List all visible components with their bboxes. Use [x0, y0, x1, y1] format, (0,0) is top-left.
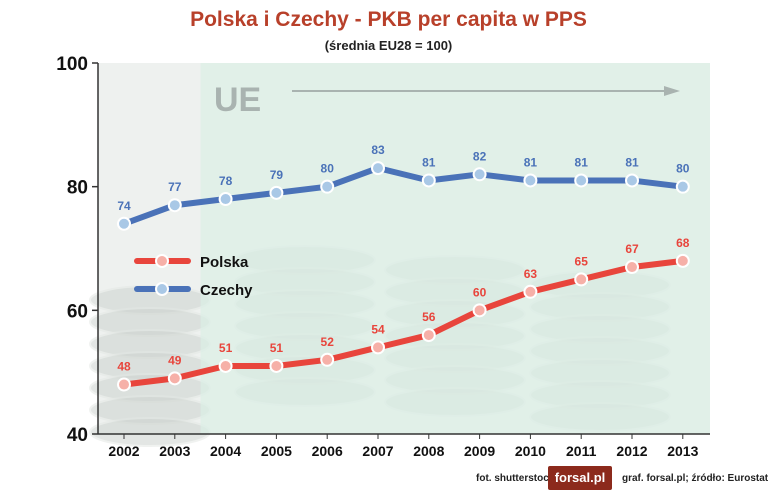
data-label: 78	[219, 174, 233, 188]
data-label: 81	[524, 155, 538, 169]
data-point	[421, 173, 436, 188]
series-line-czechy	[121, 165, 686, 227]
x-tick-label: 2005	[261, 443, 292, 459]
data-label: 67	[625, 242, 639, 256]
data-point	[371, 340, 385, 355]
data-label: 54	[371, 322, 385, 336]
axes-layer: 40 60 80 100 2002 2003 2004 2005 2006 2007 2008 200…	[56, 54, 710, 459]
x-tick-label: 2004	[210, 443, 241, 459]
legend-label: Czechy	[200, 282, 253, 299]
legend-swatch-marker	[155, 254, 169, 268]
x-tick-label: 2003	[159, 443, 190, 459]
data-label: 74	[117, 199, 131, 213]
source-note: graf. forsal.pl; źródło: Eurostat	[622, 473, 769, 484]
data-point	[472, 303, 487, 318]
data-label: 49	[168, 353, 182, 367]
legend-layer: Polska Czechy	[134, 254, 253, 299]
x-tick-label: 2009	[464, 443, 495, 459]
data-label: 82	[473, 149, 487, 163]
data-label: 51	[270, 341, 284, 355]
data-label: 77	[168, 180, 182, 194]
data-label: 83	[371, 143, 385, 157]
eu-arrow-head	[664, 86, 680, 96]
x-tick-label: 2013	[667, 443, 698, 459]
data-point	[117, 216, 131, 231]
data-point	[421, 328, 436, 343]
data-label: 65	[575, 254, 589, 268]
x-tick-label: 2010	[515, 443, 546, 459]
legend-label: Polska	[200, 254, 249, 271]
data-point	[523, 284, 538, 299]
legend-swatch-marker	[155, 282, 169, 296]
data-point	[167, 371, 182, 386]
series-layer	[117, 161, 690, 392]
data-label: 56	[422, 310, 436, 324]
photo-credit: fot. shutterstock	[476, 473, 555, 484]
forsal-logo[interactable]: forsal.pl	[548, 466, 612, 490]
y-tick-label: 40	[67, 425, 88, 446]
data-point	[269, 358, 284, 373]
y-tick-label: 60	[67, 301, 88, 322]
data-label: 48	[117, 360, 131, 374]
y-tick-label: 100	[56, 54, 88, 75]
x-tick-label: 2008	[413, 443, 444, 459]
data-point	[574, 173, 589, 188]
coin-stack-shape	[89, 417, 211, 447]
data-point	[320, 352, 335, 367]
data-point	[269, 185, 284, 200]
data-point	[675, 179, 690, 194]
chart-title: Polska i Czechy - PKB per capita w PPS	[190, 8, 587, 31]
data-label: 79	[270, 168, 284, 182]
data-label: 81	[575, 155, 589, 169]
background-layer: UE	[89, 63, 710, 447]
labels-layer: 48 49 51 51 52 54 56 60 63 65 67 68 74 77 78 79 80 83 81 82…	[117, 143, 689, 373]
data-point	[320, 179, 335, 194]
data-label: 80	[321, 162, 335, 176]
data-point	[167, 198, 182, 213]
data-point	[371, 161, 385, 176]
data-point	[117, 377, 131, 392]
data-point	[625, 260, 639, 275]
x-tick-label: 2011	[566, 443, 597, 459]
data-label: 81	[422, 155, 436, 169]
chart-subtitle: (średnia EU28 = 100)	[324, 38, 453, 53]
data-label: 68	[676, 236, 690, 250]
eu-label: UE	[214, 81, 261, 119]
data-point	[574, 272, 589, 287]
x-tick-label: 2007	[362, 443, 393, 459]
y-tick-label: 80	[67, 178, 88, 199]
data-label: 52	[321, 335, 335, 349]
data-point	[625, 173, 639, 188]
data-point	[523, 173, 538, 188]
data-point	[218, 192, 233, 207]
data-label: 81	[625, 155, 639, 169]
eu-membership-band	[200, 63, 710, 434]
data-label: 60	[473, 285, 487, 299]
x-tick-label: 2002	[108, 443, 139, 459]
data-point	[675, 253, 690, 268]
data-label: 80	[676, 162, 690, 176]
series-line-polska	[121, 257, 686, 388]
x-tick-label: 2012	[616, 443, 647, 459]
data-label: 51	[219, 341, 233, 355]
data-point	[472, 167, 487, 182]
data-point	[218, 358, 233, 373]
data-label: 63	[524, 267, 538, 281]
x-tick-label: 2006	[312, 443, 343, 459]
